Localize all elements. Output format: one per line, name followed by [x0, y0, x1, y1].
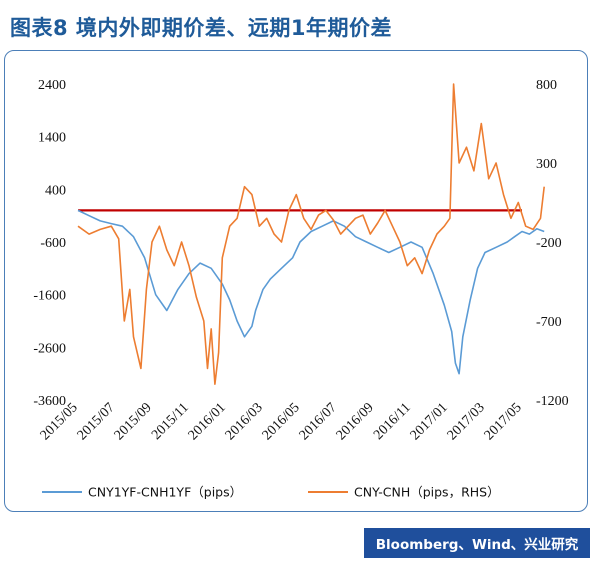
x-tick-label: 2016/11 [371, 400, 414, 443]
x-tick-label: 2016/07 [297, 400, 340, 443]
source-badge: Bloomberg、Wind、兴业研究 [364, 528, 590, 558]
y-right-tick-label: 300 [536, 157, 557, 172]
y-left-tick-label: -3600 [33, 394, 66, 409]
x-tick-label: 2015/09 [112, 400, 155, 443]
y-left-tick-label: 1400 [38, 131, 66, 146]
x-tick-label: 2015/07 [75, 400, 118, 443]
x-tick-label: 2016/05 [260, 400, 303, 443]
series-line-cny-cnh [77, 83, 545, 385]
legend-label: CNY-CNH（pips，RHS） [354, 485, 500, 500]
x-tick-label: 2017/01 [408, 400, 451, 443]
y-right-tick-label: 800 [536, 78, 557, 93]
legend-label: CNY1YF-CNH1YF（pips） [88, 485, 242, 500]
x-tick-label: 2015/11 [149, 400, 192, 443]
x-tick-label: 2017/03 [445, 400, 488, 443]
y-right-tick-label: -700 [536, 315, 562, 330]
x-tick-label: 2016/09 [334, 400, 377, 443]
x-tick-label: 2016/03 [223, 400, 266, 443]
y-left-tick-label: -600 [40, 236, 66, 251]
y-left-tick-label: -2600 [33, 341, 66, 356]
x-tick-label: 2017/05 [482, 400, 525, 443]
chart-frame [4, 50, 588, 512]
x-tick-label: 2016/01 [186, 400, 229, 443]
y-left-tick-label: -1600 [33, 289, 66, 304]
y-left-tick-label: 400 [45, 183, 66, 198]
chart-title: 图表8 境内外即期价差、远期1年期价差 [10, 16, 393, 40]
y-left-tick-label: 2400 [38, 78, 66, 93]
y-right-tick-label: -1200 [536, 394, 569, 409]
y-right-tick-label: -200 [536, 236, 562, 251]
series-line-cny1yf-cnh1yf [77, 209, 545, 375]
